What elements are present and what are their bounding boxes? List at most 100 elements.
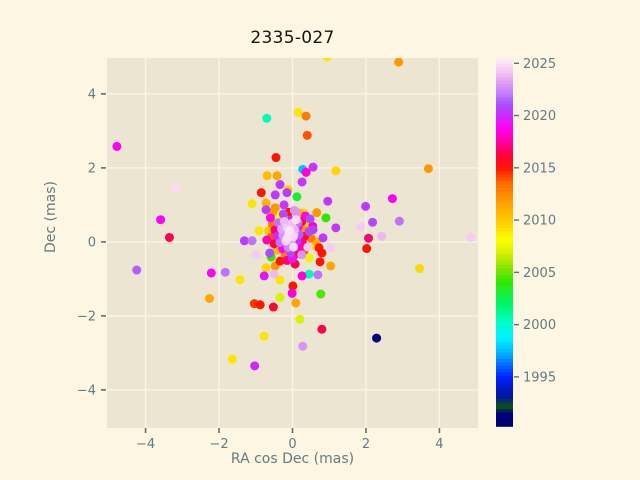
scatter-point — [255, 300, 265, 310]
y-tick-label: −4 — [77, 383, 96, 398]
scatter-point — [259, 331, 269, 341]
scatter-point — [261, 263, 271, 273]
colorbar-tick-label: 1995 — [523, 370, 556, 385]
colorbar-segment — [496, 184, 513, 189]
colorbar-segment — [496, 160, 513, 166]
scatter-point — [387, 194, 397, 204]
scatter-point — [204, 294, 214, 303]
scatter-point — [292, 192, 302, 202]
colorbar-segment — [496, 207, 513, 213]
scatter-point — [291, 215, 301, 225]
colorbar-segment — [496, 197, 513, 203]
colorbar-segment — [496, 379, 513, 384]
colorbar-segment — [496, 264, 513, 270]
colorbar-segment — [496, 298, 513, 303]
colorbar-segment — [496, 385, 513, 390]
scatter-point — [275, 292, 285, 302]
colorbar-segment — [496, 271, 513, 276]
colorbar-tick-label: 2020 — [523, 109, 556, 124]
scatter-point — [250, 361, 260, 371]
scatter-point — [206, 268, 216, 278]
scatter-point — [265, 248, 275, 258]
scatter-point — [278, 209, 288, 219]
scatter-point — [317, 324, 327, 334]
colorbar-tick-label: 2025 — [523, 57, 556, 72]
colorbar-segment — [496, 134, 513, 139]
colorbar-segment — [496, 328, 513, 333]
scatter-point — [304, 227, 314, 237]
scatter-point — [259, 271, 269, 281]
scatter-point — [256, 188, 266, 198]
scatter-point — [269, 269, 279, 279]
scatter-point — [262, 113, 272, 123]
colorbar-segment — [496, 107, 513, 112]
colorbar-segment — [496, 177, 513, 182]
colorbar-segment — [496, 114, 513, 119]
colorbar-segment — [496, 389, 513, 394]
colorbar-segment — [496, 174, 513, 179]
colorbar-segment — [496, 295, 513, 300]
scatter-point — [323, 196, 333, 206]
colorbar-segment — [496, 308, 513, 313]
scatter-point — [272, 171, 282, 181]
colorbar-segment — [496, 140, 513, 146]
scatter-point — [271, 153, 281, 163]
scatter-point — [313, 270, 323, 280]
scatter-point — [227, 354, 237, 364]
colorbar-segment — [496, 201, 513, 206]
scatter-point — [293, 107, 303, 117]
scatter-point — [415, 264, 425, 274]
colorbar-segment — [496, 144, 513, 149]
colorbar-segment — [496, 157, 513, 162]
colorbar-segment — [496, 194, 513, 199]
scatter-point — [239, 236, 249, 246]
colorbar: 2025 2020 2015 2010 2005 2000 1995 — [496, 57, 556, 427]
scatter-point — [372, 333, 382, 343]
scatter-point — [262, 235, 272, 245]
colorbar-segment — [496, 422, 513, 427]
colorbar-segment — [496, 221, 513, 226]
colorbar-segment — [496, 258, 513, 263]
colorbar-segment — [496, 218, 513, 223]
colorbar-segment — [496, 70, 513, 75]
colorbar-segment — [496, 167, 513, 172]
x-tick-label: −4 — [136, 437, 155, 452]
colorbar-segment — [496, 234, 513, 239]
y-axis-label: Dec (mas) — [43, 181, 59, 253]
scatter-point — [297, 250, 307, 260]
colorbar-segment — [496, 87, 513, 92]
colorbar-segment — [496, 57, 513, 62]
colorbar-tick-label: 2010 — [523, 214, 556, 229]
scatter-point — [270, 203, 280, 213]
colorbar-segment — [496, 311, 513, 317]
x-tick-label: 4 — [435, 437, 443, 452]
scatter-point — [282, 188, 292, 198]
scatter-point — [368, 217, 378, 227]
scatter-point — [318, 233, 328, 243]
colorbar-segment — [496, 164, 513, 169]
colorbar-segment — [496, 231, 513, 236]
colorbar-segment — [496, 124, 513, 129]
colorbar-segment — [496, 90, 513, 95]
scatter-point — [235, 275, 245, 285]
scatter-point — [331, 166, 341, 176]
colorbar-segment — [496, 171, 513, 176]
scatter-point — [301, 111, 311, 121]
scatter-point — [261, 205, 271, 215]
scatter-point — [362, 244, 372, 254]
scatter-point — [261, 198, 271, 208]
scatter-point — [297, 177, 307, 187]
colorbar-segment — [496, 117, 513, 122]
scatter-point — [394, 58, 404, 67]
scatter-point — [164, 232, 174, 242]
colorbar-segment — [496, 399, 513, 404]
scatter-point — [321, 213, 331, 223]
scatter-point — [331, 223, 341, 233]
scatter-point — [322, 58, 332, 62]
colorbar-segment — [496, 322, 513, 327]
colorbar-segment — [496, 409, 513, 414]
colorbar-segment — [496, 412, 513, 417]
colorbar-segment — [496, 120, 513, 125]
colorbar-segment — [496, 154, 513, 159]
colorbar-segment — [496, 288, 513, 293]
